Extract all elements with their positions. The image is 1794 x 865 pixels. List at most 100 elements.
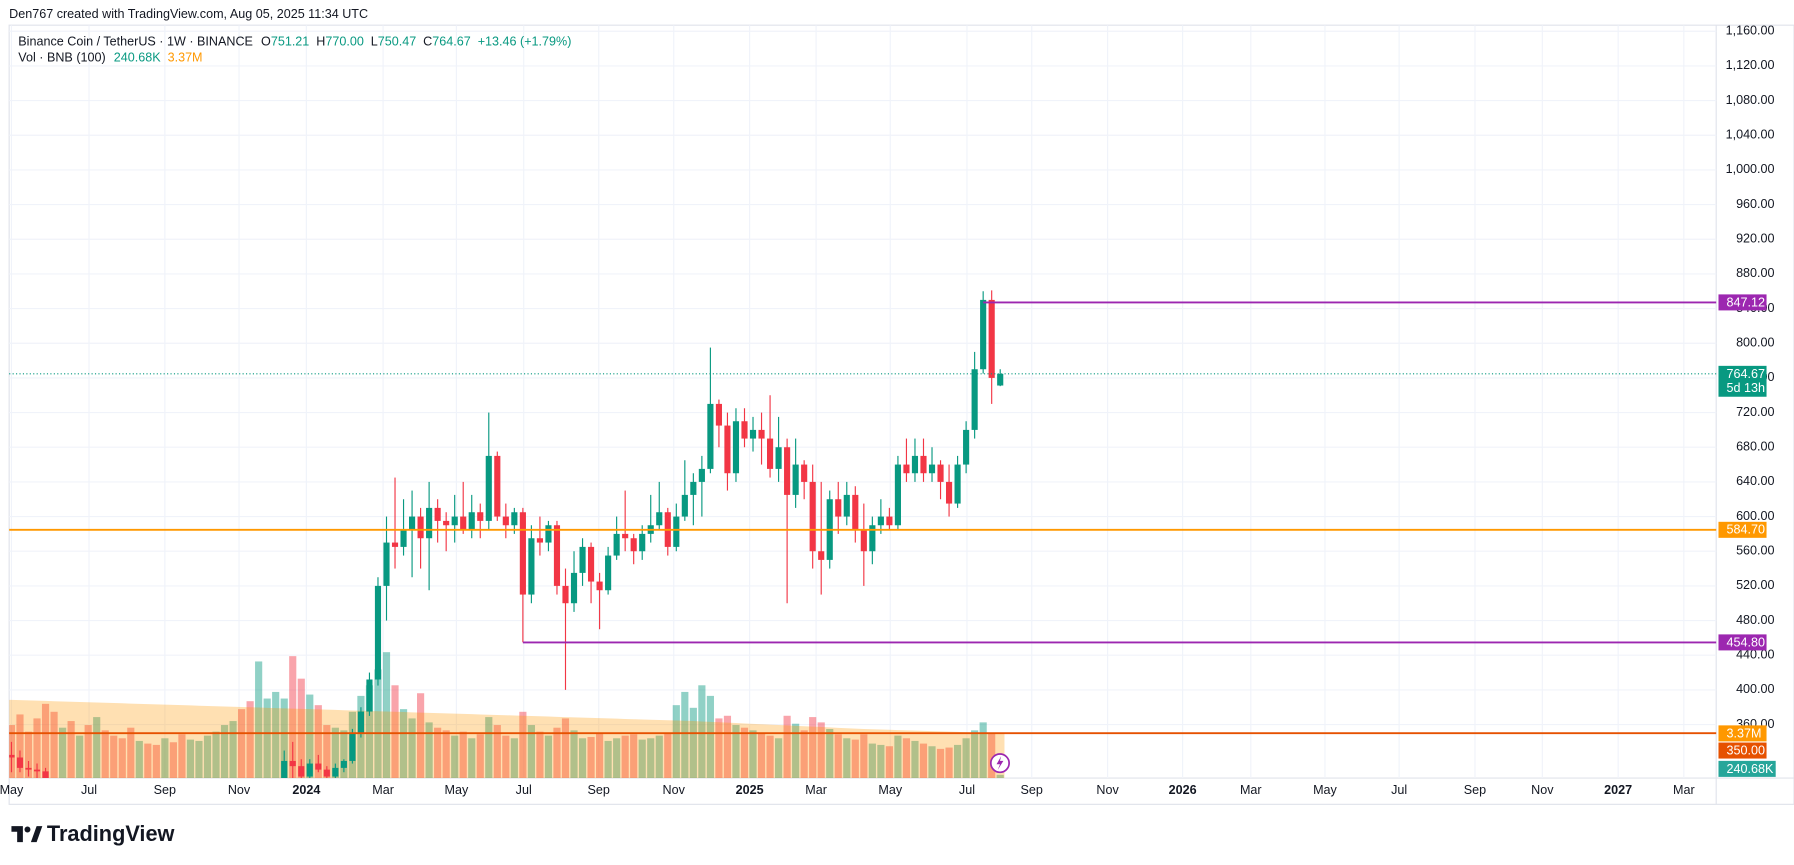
level-label-text: 454.80	[1726, 635, 1764, 649]
candle-body	[749, 429, 757, 439]
candle-body	[366, 679, 373, 712]
volume-bar	[800, 730, 808, 779]
candle-body	[818, 551, 825, 560]
volume-bar	[365, 685, 374, 779]
volume-bar	[604, 740, 612, 779]
volume-bar	[220, 725, 229, 779]
volume-bar	[382, 652, 391, 779]
candle-body	[596, 581, 603, 591]
volume-bar	[50, 711, 58, 779]
candle-body	[33, 769, 41, 772]
y-tick-label: 480.00	[1736, 613, 1774, 627]
brand-logo: TradingView	[11, 821, 175, 846]
volume-bar	[936, 748, 945, 779]
candle-body	[698, 468, 705, 482]
candle-body	[409, 516, 416, 530]
axes: May Jul Sep Nov 2024 Mar May Jul Sep Nov 2025 Mar Ma…	[0, 24, 1776, 797]
x-tick-label: Mar	[805, 783, 827, 797]
level-label-text: 350.00	[1726, 743, 1764, 757]
grid	[9, 25, 1717, 779]
candle-body	[766, 438, 774, 469]
volume-bar	[417, 693, 425, 779]
candle-body	[289, 760, 296, 767]
y-tick-label: 960.00	[1736, 197, 1774, 211]
volume-bar	[399, 709, 408, 779]
volume-bar	[596, 732, 604, 779]
volume-bar	[664, 732, 672, 779]
volume-bar	[715, 718, 723, 779]
volume-bar	[118, 738, 126, 779]
replay-icon[interactable]	[989, 753, 1010, 774]
volume-bar	[110, 735, 118, 779]
candle-body	[298, 766, 305, 777]
candle-body	[494, 455, 501, 517]
candle-body	[843, 494, 850, 517]
candle-body	[681, 494, 688, 517]
volume-bar	[817, 722, 825, 779]
volume-bar	[621, 735, 629, 779]
candle-body	[724, 425, 731, 474]
volume-last-text: 240.68K	[1726, 762, 1773, 776]
x-tick-label: 2025	[736, 783, 764, 797]
candle-body	[9, 754, 15, 758]
x-tick-label: Sep	[154, 783, 176, 797]
candle-body	[741, 421, 748, 439]
legend-volume-ma: 3.37M	[168, 51, 203, 65]
volume-bar	[41, 703, 50, 779]
candle-body	[988, 299, 995, 378]
countdown-text: 5d 13h	[1726, 381, 1764, 395]
volume-bar	[783, 715, 791, 779]
candle-body	[920, 455, 927, 474]
volume-bar	[161, 738, 169, 779]
candle-body	[426, 507, 433, 539]
volume-bar	[84, 725, 92, 779]
volume-bar	[971, 730, 979, 779]
candle-body	[945, 481, 953, 504]
volume-bar	[272, 691, 280, 779]
volume-bar	[101, 730, 109, 779]
replay-bolt[interactable]	[996, 756, 1004, 771]
x-tick-label: Nov	[663, 783, 686, 797]
volume-bar	[485, 717, 493, 779]
candle-body	[784, 447, 791, 495]
candle-body	[511, 512, 518, 526]
candle-body	[468, 512, 475, 530]
x-tick-label: Nov	[1531, 783, 1554, 797]
volume-ma-area	[9, 699, 1005, 779]
volume-bar	[152, 744, 160, 779]
candle-body	[528, 538, 535, 595]
y-tick-label: 800.00	[1736, 336, 1774, 350]
volume-bar	[323, 725, 331, 779]
volume-bar	[843, 738, 851, 779]
volume-bar	[945, 747, 953, 779]
x-tick-label: 2026	[1169, 783, 1197, 797]
volume-bar	[851, 739, 859, 779]
y-tick-label: 560.00	[1736, 544, 1774, 558]
level-label-text: 584.70	[1726, 523, 1764, 537]
volume-bar	[408, 718, 416, 779]
candle-body	[42, 771, 49, 779]
volume-last-bg	[1718, 760, 1776, 777]
volume-bar	[451, 735, 459, 779]
legend-symbol: Binance Coin / TetherUS · 1W · BINANCE	[18, 35, 253, 49]
volume-bar	[374, 669, 382, 779]
candle-body	[281, 760, 288, 779]
level-label: 454.80	[1718, 634, 1767, 651]
volume-bar	[911, 740, 919, 779]
x-tick-label: 2027	[1604, 783, 1632, 797]
candle-body	[323, 769, 330, 777]
candle-body	[775, 447, 782, 469]
level-label-bg	[1718, 742, 1767, 759]
volume-bar	[459, 731, 467, 779]
volume-bar	[630, 734, 638, 779]
logo-dot	[24, 826, 31, 833]
legend-value: 764.67	[432, 35, 470, 49]
candle-body	[417, 516, 424, 539]
candle-body	[903, 464, 910, 474]
candle-body	[400, 529, 407, 547]
volume-bar	[169, 742, 177, 779]
candle-body	[587, 546, 595, 582]
volume-bar	[238, 709, 246, 779]
x-tick-label: Sep	[1464, 783, 1486, 797]
